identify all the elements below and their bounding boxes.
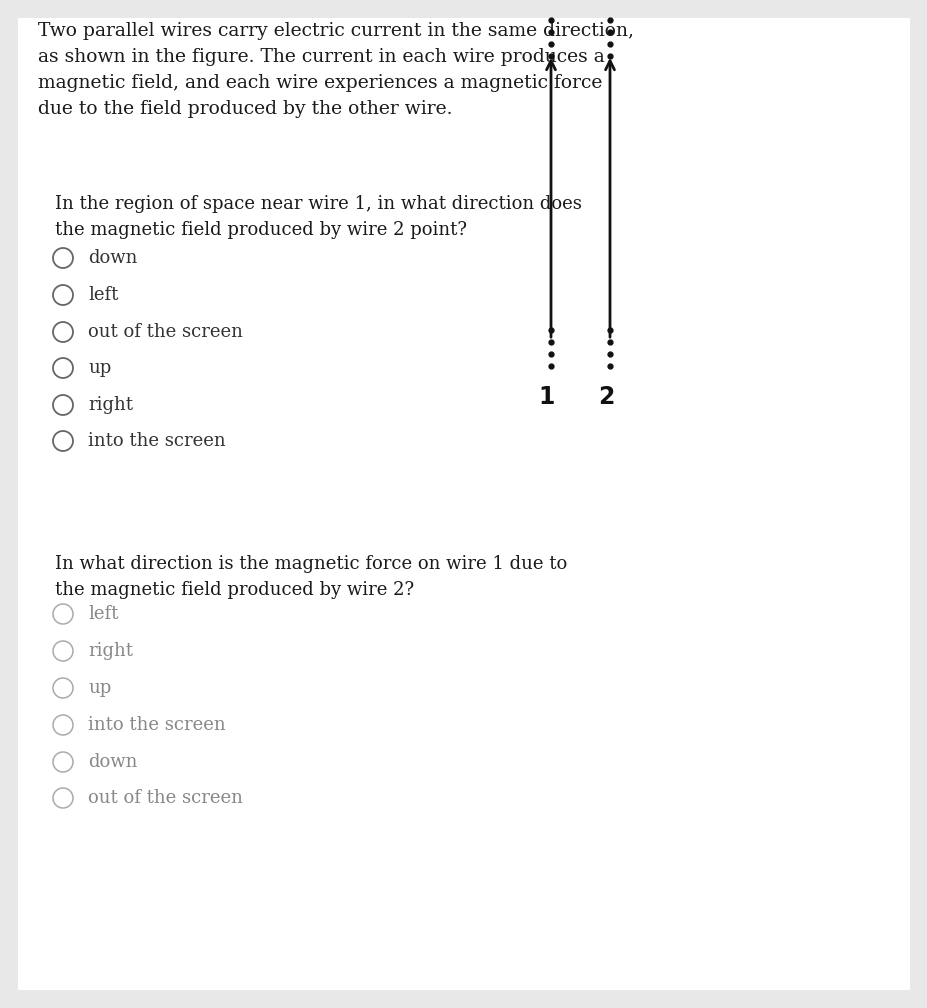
Text: as shown in the figure. The current in each wire produces a: as shown in the figure. The current in e… [38,48,604,66]
Text: up: up [88,679,111,697]
Text: out of the screen: out of the screen [88,323,243,341]
Text: left: left [88,605,119,623]
Text: right: right [88,396,133,414]
Text: In what direction is the magnetic force on wire 1 due to: In what direction is the magnetic force … [55,555,566,573]
Text: out of the screen: out of the screen [88,789,243,807]
Text: down: down [88,249,137,267]
FancyBboxPatch shape [18,18,909,990]
Text: magnetic field, and each wire experiences a magnetic force: magnetic field, and each wire experience… [38,74,602,92]
Text: left: left [88,286,119,304]
Text: Two parallel wires carry electric current in the same direction,: Two parallel wires carry electric curren… [38,22,633,40]
Text: 2: 2 [597,385,614,409]
Text: the magnetic field produced by wire 2 point?: the magnetic field produced by wire 2 po… [55,221,466,239]
Text: 1: 1 [539,385,554,409]
Text: due to the field produced by the other wire.: due to the field produced by the other w… [38,100,452,118]
Text: right: right [88,642,133,660]
Text: the magnetic field produced by wire 2?: the magnetic field produced by wire 2? [55,581,413,599]
Text: into the screen: into the screen [88,716,225,734]
Text: In the region of space near wire 1, in what direction does: In the region of space near wire 1, in w… [55,195,581,213]
Text: down: down [88,753,137,771]
Text: into the screen: into the screen [88,432,225,450]
Text: up: up [88,359,111,377]
